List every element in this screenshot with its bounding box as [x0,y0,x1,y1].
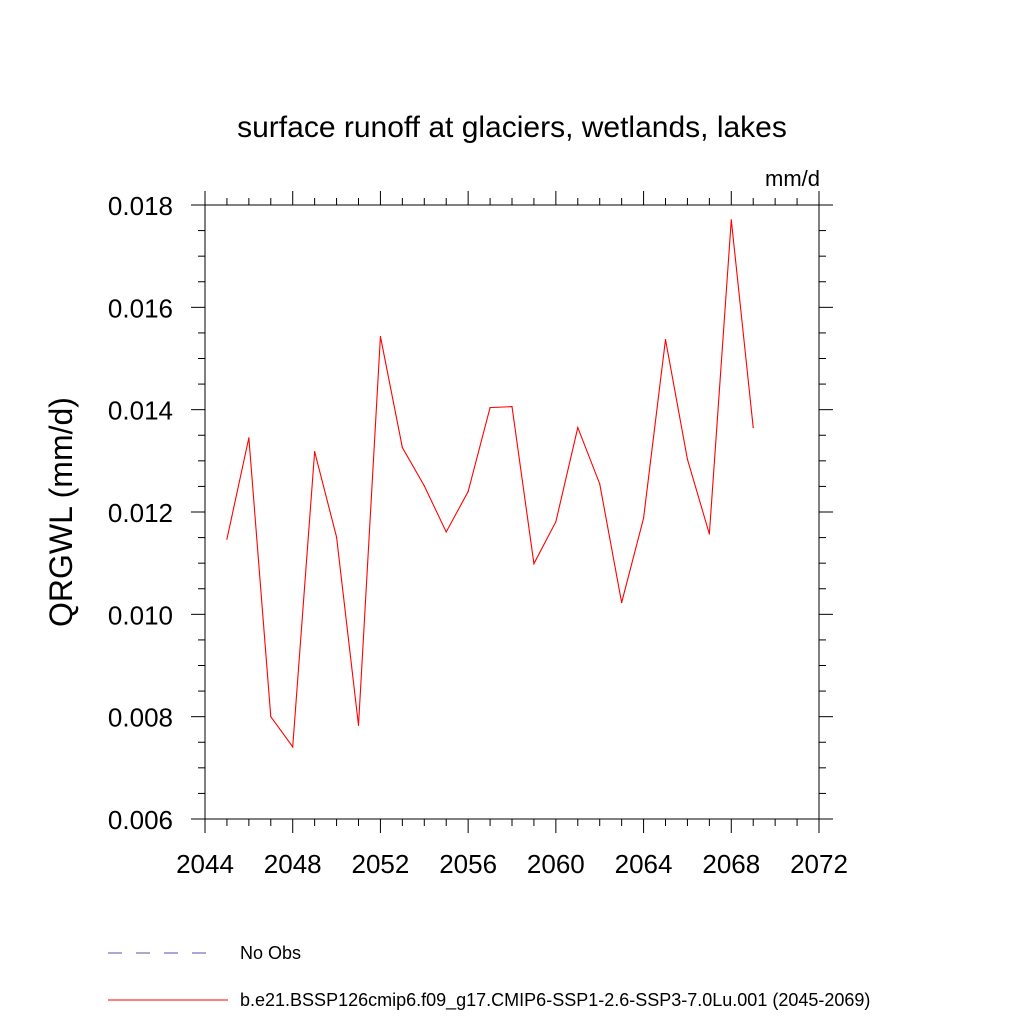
x-tick-label: 2052 [352,849,410,879]
x-tick-label: 2060 [527,849,585,879]
data-point [599,483,601,485]
y-tick-label: 0.008 [108,703,173,733]
chart-title: surface runoff at glaciers, wetlands, la… [237,111,787,144]
data-point [379,335,382,338]
data-point [467,490,469,493]
series-group [226,219,754,749]
axis-tick-labels: 2044 2048 2052 2056 2060 2064 2068 2072 0.006 0.0… [108,191,848,879]
data-point [226,538,228,540]
data-point [292,746,294,748]
y-axis-label: QRGWL (mm/d) [43,397,79,627]
data-point [752,426,754,429]
data-point [533,563,535,565]
x-tick-label: 2072 [790,849,848,879]
legend-series-label: b.e21.BSSP126cmip6.f09_g17.CMIP6-SSP1-2.… [240,990,870,1011]
y-tick-label: 0.012 [108,498,173,528]
data-point [686,458,689,460]
units-label: mm/d [765,166,820,191]
y-tick-label: 0.010 [108,600,173,630]
data-point [270,716,272,718]
x-tick-label: 2064 [615,849,673,879]
data-point [314,451,316,453]
data-point [664,338,667,341]
x-tick-label: 2044 [176,849,234,879]
x-tick-label: 2048 [264,849,322,879]
data-point [445,531,447,533]
data-point [708,533,710,535]
data-point [335,536,338,538]
plot-frame [204,204,820,820]
x-tick-label: 2068 [702,849,760,879]
x-tick-label: 2056 [439,849,497,879]
data-point [730,219,732,221]
y-tick-label: 0.016 [108,293,173,323]
series-line [226,219,754,749]
legend-no-obs-label: No Obs [240,943,301,963]
legend: No Obs b.e21.BSSP126cmip6.f09_g17.CMIP6-… [108,943,870,1011]
data-point [248,437,250,439]
data-point [401,446,403,449]
data-point [489,407,491,409]
data-point [511,405,513,408]
y-tick-label: 0.006 [108,805,173,835]
data-point [357,724,360,726]
data-point [577,426,579,429]
axis-ticks [191,191,833,833]
data-point [621,601,623,604]
data-point [423,485,425,487]
data-point [555,521,557,523]
data-point [642,517,645,519]
y-tick-label: 0.018 [108,191,173,221]
y-tick-label: 0.014 [108,396,173,426]
